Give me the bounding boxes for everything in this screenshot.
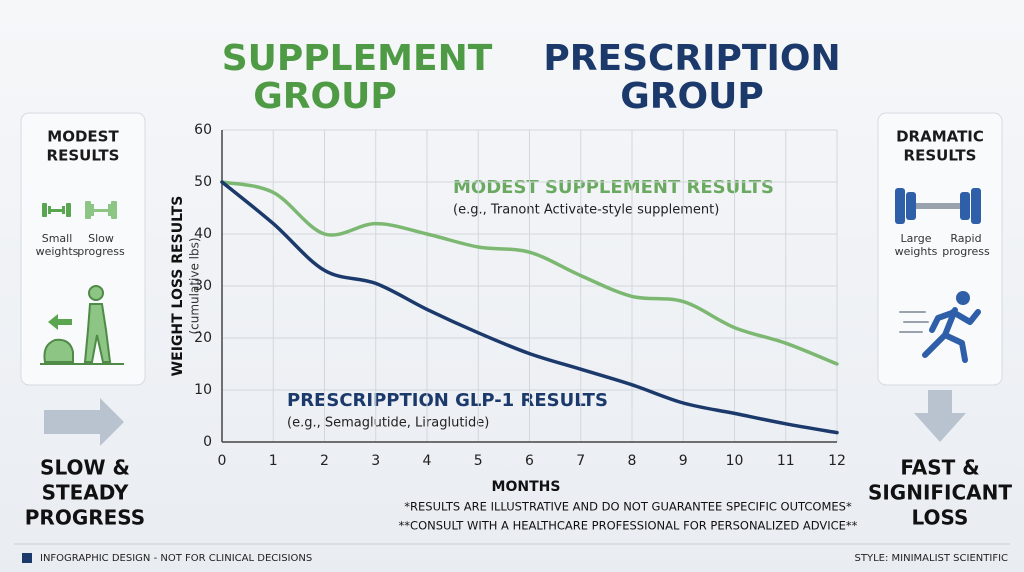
y-tick-label: 50 [194, 174, 212, 190]
x-tick-label: 5 [474, 453, 483, 469]
x-tick-label: 10 [726, 453, 744, 469]
arrow-right [44, 398, 124, 446]
series-note: (e.g., Tranont Activate-style supplement… [453, 203, 719, 218]
header: GROUP [253, 76, 397, 117]
footer-text: STYLE: MINIMALIST SCIENTIFIC [855, 553, 1008, 564]
y-tick-label: 0 [203, 434, 212, 450]
x-tick-label: 6 [525, 453, 534, 469]
header: GROUP [620, 76, 764, 117]
y-tick-label: 40 [194, 226, 212, 242]
caption: PROGRESS [25, 506, 145, 530]
panel-title: DRAMATIC [896, 128, 984, 146]
x-tick-label: 2 [320, 453, 329, 469]
panel-title: RESULTS [904, 147, 977, 165]
x-tick-label: 12 [828, 453, 846, 469]
walker-icon [40, 285, 124, 365]
series-note: (e.g., Semaglutide, Liraglutide) [287, 416, 489, 431]
x-tick-label: 11 [777, 453, 795, 469]
footer-text: INFOGRAPHIC DESIGN - NOT FOR CLINICAL DE… [40, 553, 312, 564]
icon-label: Small [42, 232, 73, 245]
series-label: MODEST SUPPLEMENT RESULTS [453, 177, 774, 198]
caption: SIGNIFICANT [868, 481, 1012, 505]
icon-label: progress [942, 245, 990, 258]
footer-icon [22, 553, 32, 563]
left-panel [20, 112, 146, 386]
x-tick-label: 0 [218, 453, 227, 469]
icon-label: weights [895, 245, 938, 258]
caption: SLOW & [40, 456, 130, 480]
y-tick-label: 30 [194, 278, 212, 294]
y-axis-label: WEIGHT LOSS RESULTS [170, 196, 186, 377]
caption: STEADY [42, 481, 129, 505]
icon-label: weights [36, 245, 79, 258]
icon-label: Slow [88, 232, 114, 245]
y-tick-label: 10 [194, 382, 212, 398]
x-axis-label: MONTHS [492, 479, 561, 495]
header: SUPPLEMENT [222, 38, 493, 79]
x-tick-label: 4 [423, 453, 432, 469]
x-tick-label: 7 [576, 453, 585, 469]
y-axis-sublabel: (cumulative lbs) [188, 237, 202, 334]
runner-icon [899, 291, 981, 363]
barbell-icon [895, 188, 981, 224]
x-tick-label: 8 [628, 453, 637, 469]
arrow-down [914, 390, 966, 442]
panel-title: MODEST [47, 128, 119, 146]
x-tick-label: 9 [679, 453, 688, 469]
x-tick-label: 3 [371, 453, 380, 469]
series-line [220, 180, 839, 435]
dumbbell-icons [42, 201, 117, 219]
icon-label: Large [901, 232, 932, 245]
panel-title: RESULTS [47, 147, 120, 165]
footnote: *RESULTS ARE ILLUSTRATIVE AND DO NOT GUA… [404, 500, 852, 514]
y-tick-label: 20 [194, 330, 212, 346]
x-tick-label: 1 [269, 453, 278, 469]
icon-label: Rapid [950, 232, 981, 245]
header: PRESCRIPTION [543, 38, 840, 79]
icon-label: progress [77, 245, 125, 258]
series-label: PRESCRIPPTION GLP-1 RESULTS [287, 390, 608, 411]
footnote: **CONSULT WITH A HEALTHCARE PROFESSIONAL… [399, 519, 858, 533]
series-line [220, 180, 839, 366]
caption: FAST & [900, 456, 979, 480]
caption: LOSS [912, 506, 969, 530]
y-tick-label: 60 [194, 122, 212, 138]
